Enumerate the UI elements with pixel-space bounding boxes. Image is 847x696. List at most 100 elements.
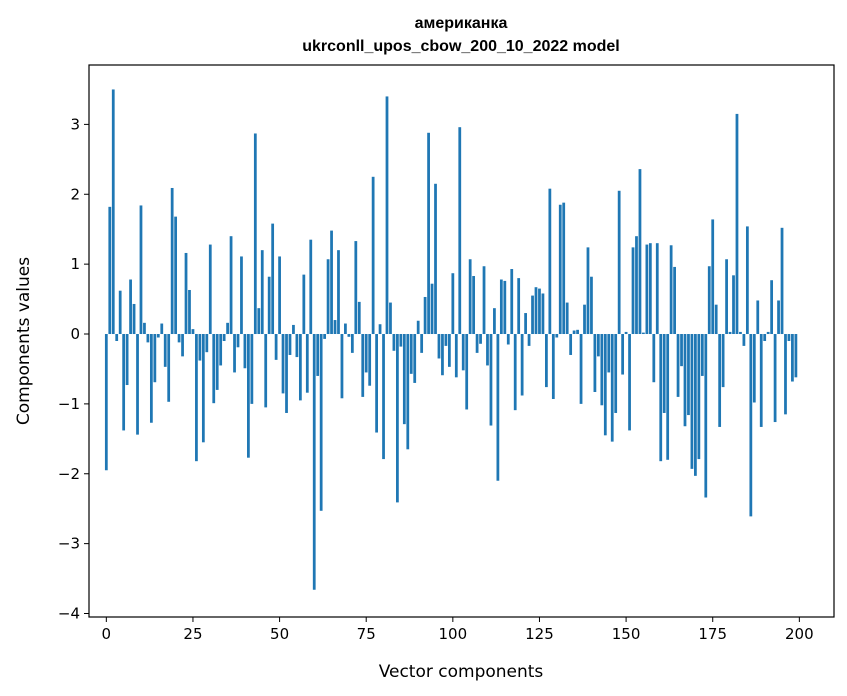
- bar-162: [666, 334, 670, 460]
- bar-182: [735, 113, 739, 335]
- bar-124: [534, 287, 538, 335]
- bar-33: [219, 334, 223, 366]
- y-tick-label: 2: [70, 185, 80, 203]
- bar-185: [745, 226, 749, 335]
- bar-194: [777, 300, 780, 335]
- bar-91: [420, 334, 424, 353]
- x-tick-label: 175: [698, 625, 727, 643]
- bar-71: [350, 334, 354, 353]
- bar-75: [364, 334, 368, 373]
- bar-74: [361, 334, 365, 397]
- bar-190: [763, 334, 767, 341]
- bars-group: [104, 89, 798, 590]
- bar-28: [201, 334, 205, 443]
- x-axis-label: Vector components: [379, 662, 544, 682]
- bar-154: [638, 169, 642, 335]
- bar-36: [229, 236, 233, 335]
- y-tick-label: −2: [58, 465, 80, 483]
- bar-170: [694, 334, 697, 476]
- bar-30: [208, 244, 212, 335]
- bar-62: [319, 334, 323, 511]
- x-axis-ticks: 0 25 50 75 100 125 150 175 200: [102, 617, 814, 643]
- bar-150: [624, 331, 628, 335]
- bar-106: [472, 276, 476, 335]
- bar-66: [333, 320, 337, 335]
- bar-86: [402, 334, 406, 425]
- bar-40: [243, 334, 247, 369]
- bar-2: [111, 89, 115, 335]
- bar-65: [330, 230, 333, 335]
- bar-131: [558, 204, 562, 335]
- bar-180: [728, 331, 732, 335]
- bar-104: [465, 334, 469, 410]
- bar-44: [257, 308, 261, 335]
- bar-105: [468, 259, 472, 335]
- bar-50: [278, 256, 281, 335]
- bar-67: [337, 250, 340, 335]
- chart-title-line2: ukrconll_upos_cbow_200_10_2022 model: [302, 38, 619, 55]
- x-tick-label: 50: [270, 625, 289, 643]
- bar-84: [396, 334, 399, 503]
- bar-53: [288, 334, 292, 355]
- bar-37: [233, 334, 236, 373]
- bar-38: [236, 334, 240, 348]
- bar-169: [690, 334, 694, 469]
- bar-25: [191, 329, 195, 335]
- bar-11: [143, 322, 146, 335]
- bar-16: [160, 323, 164, 335]
- bar-198: [791, 334, 794, 382]
- bar-79: [378, 324, 382, 335]
- x-tick-label: 0: [102, 625, 112, 643]
- bar-135: [572, 330, 576, 335]
- bar-186: [749, 334, 753, 517]
- bar-32: [215, 334, 219, 390]
- bar-46: [264, 334, 268, 408]
- bar-54: [292, 324, 295, 335]
- bar-144: [603, 334, 607, 436]
- bar-35: [226, 322, 229, 335]
- bar-167: [683, 334, 687, 427]
- x-tick-label: 100: [439, 625, 468, 643]
- bar-4: [118, 290, 122, 335]
- bar-192: [770, 280, 774, 335]
- bar-20: [174, 216, 178, 335]
- bar-179: [725, 259, 728, 335]
- bar-146: [610, 334, 614, 442]
- bar-63: [323, 334, 327, 339]
- bar-113: [496, 334, 500, 481]
- bar-174: [707, 266, 711, 335]
- bar-159: [655, 243, 659, 335]
- bar-107: [475, 334, 479, 353]
- bar-19: [170, 187, 174, 335]
- bar-164: [673, 266, 676, 335]
- bar-51: [281, 334, 285, 394]
- bar-76: [368, 334, 372, 386]
- bar-166: [680, 334, 683, 367]
- bar-80: [382, 334, 385, 460]
- bar-8: [132, 303, 136, 335]
- bar-58: [305, 334, 309, 393]
- bar-181: [732, 275, 735, 335]
- bar-102: [458, 127, 462, 335]
- bar-100: [451, 273, 455, 335]
- bar-155: [642, 332, 645, 335]
- y-tick-label: −1: [58, 395, 80, 413]
- bar-125: [538, 288, 541, 335]
- bar-151: [628, 334, 631, 431]
- bar-0: [104, 334, 108, 471]
- bar-26: [195, 334, 198, 462]
- bar-24: [188, 289, 191, 335]
- bar-81: [385, 96, 389, 335]
- bar-99: [447, 334, 451, 367]
- bar-21: [177, 334, 181, 343]
- y-tick-label: 0: [70, 325, 80, 343]
- bar-48: [271, 223, 275, 335]
- bar-199: [794, 334, 798, 378]
- bar-3: [115, 334, 119, 341]
- bar-94: [430, 283, 434, 335]
- bar-145: [607, 334, 611, 373]
- bar-85: [399, 334, 403, 347]
- bar-161: [662, 334, 666, 413]
- bar-120: [520, 334, 524, 396]
